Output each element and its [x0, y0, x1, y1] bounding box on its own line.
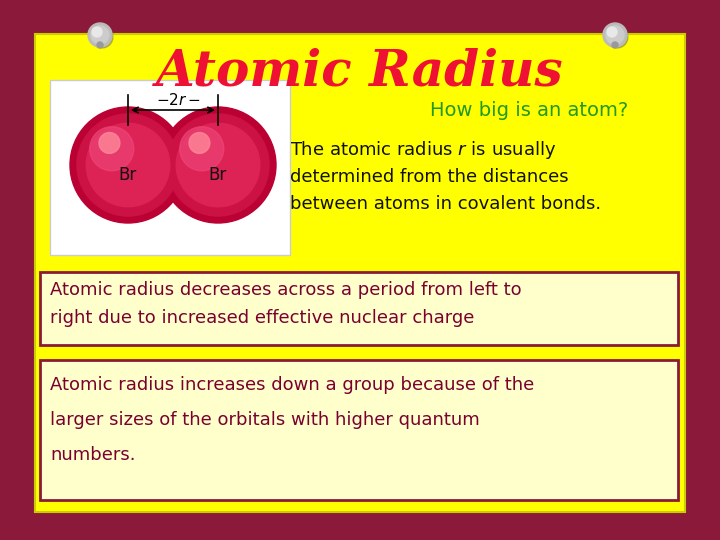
Text: The atomic radius $r$ is usually: The atomic radius $r$ is usually: [290, 139, 557, 161]
Circle shape: [606, 26, 628, 48]
Circle shape: [91, 26, 113, 48]
Circle shape: [97, 42, 103, 48]
Circle shape: [176, 123, 260, 207]
Text: determined from the distances: determined from the distances: [290, 168, 569, 186]
Text: larger sizes of the orbitals with higher quantum: larger sizes of the orbitals with higher…: [50, 411, 480, 429]
FancyBboxPatch shape: [40, 360, 678, 500]
Text: Atomic Radius: Atomic Radius: [156, 48, 564, 97]
Text: How big is an atom?: How big is an atom?: [430, 100, 629, 119]
Text: Br: Br: [119, 166, 137, 184]
Text: Br: Br: [209, 166, 227, 184]
Circle shape: [77, 114, 179, 216]
Circle shape: [91, 26, 109, 44]
Text: Atomic radius increases down a group because of the: Atomic radius increases down a group bec…: [50, 376, 534, 394]
Text: numbers.: numbers.: [50, 446, 135, 464]
Text: between atoms in covalent bonds.: between atoms in covalent bonds.: [290, 195, 601, 213]
Circle shape: [86, 123, 170, 207]
Circle shape: [90, 127, 134, 171]
Circle shape: [160, 107, 276, 223]
Circle shape: [70, 107, 186, 223]
Circle shape: [180, 127, 224, 171]
Text: $-2r-$: $-2r-$: [156, 92, 200, 108]
Circle shape: [606, 26, 624, 44]
FancyBboxPatch shape: [50, 80, 290, 255]
Circle shape: [607, 27, 617, 37]
FancyBboxPatch shape: [40, 272, 678, 345]
Circle shape: [99, 132, 120, 153]
Circle shape: [189, 132, 210, 153]
Circle shape: [167, 114, 269, 216]
Text: Atomic radius decreases across a period from left to: Atomic radius decreases across a period …: [50, 281, 521, 299]
Circle shape: [603, 23, 627, 47]
Circle shape: [92, 27, 102, 37]
FancyBboxPatch shape: [35, 34, 685, 512]
Text: right due to increased effective nuclear charge: right due to increased effective nuclear…: [50, 309, 474, 327]
Circle shape: [612, 42, 618, 48]
Circle shape: [88, 23, 112, 47]
